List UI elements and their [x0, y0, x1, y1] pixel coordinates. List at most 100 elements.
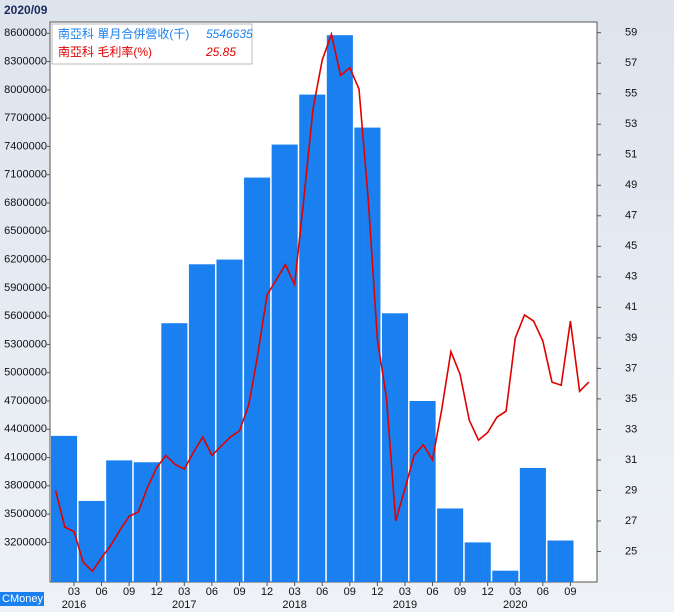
y2-tick-label: 57 [625, 57, 637, 69]
bar [51, 435, 61, 582]
bar [253, 177, 263, 583]
y2-tick-label: 37 [625, 362, 637, 374]
year-label: 2020 [503, 599, 527, 611]
bar [78, 500, 89, 582]
bar [188, 264, 199, 582]
bar [381, 313, 392, 582]
x-tick-label: 06 [95, 586, 107, 598]
bar [280, 144, 291, 582]
bar [501, 570, 511, 582]
bar [142, 462, 153, 582]
legend [51, 23, 253, 65]
chart-title: 2020/09 [4, 3, 48, 17]
bar [271, 144, 282, 582]
y-tick-label: 3500000 [4, 508, 47, 520]
bar [538, 467, 546, 582]
y-tick-label: 5000000 [4, 367, 47, 379]
bar [152, 462, 160, 582]
x-tick-label: 06 [426, 586, 438, 598]
y2-tick-label: 59 [625, 27, 637, 39]
y2-tick-label: 35 [625, 393, 637, 405]
bar [473, 542, 484, 582]
bar [565, 540, 574, 582]
bar [170, 323, 181, 582]
y2-tick-label: 29 [625, 484, 637, 496]
x-tick-label: 06 [316, 586, 328, 598]
bar [391, 313, 401, 582]
bar [124, 460, 133, 582]
y-tick-label: 4400000 [4, 423, 47, 435]
bar [400, 313, 409, 582]
bar [464, 542, 475, 582]
bar [510, 570, 519, 582]
bar [317, 94, 326, 582]
y-tick-label: 4100000 [4, 451, 47, 463]
legend-value: 5546635 [206, 27, 253, 41]
y2-tick-label: 31 [625, 454, 637, 466]
bar [483, 542, 491, 582]
y-tick-label: 8300000 [4, 56, 47, 68]
bar [299, 94, 309, 582]
year-label: 2017 [172, 599, 196, 611]
y-tick-label: 7400000 [4, 140, 47, 152]
bar [492, 570, 502, 582]
bar [409, 400, 420, 582]
bar [244, 177, 254, 583]
y2-tick-label: 39 [625, 332, 637, 344]
y-tick-label: 4700000 [4, 395, 47, 407]
legend-label: 南亞科 毛利率(%) [58, 44, 152, 59]
y2-tick-label: 53 [625, 118, 637, 130]
y-tick-label: 8600000 [4, 27, 47, 39]
legend-label: 南亞科 單月合併營收(千) [58, 26, 189, 41]
y2-tick-label: 51 [625, 149, 637, 161]
y-tick-label: 5900000 [4, 282, 47, 294]
y2-tick-label: 49 [625, 179, 637, 191]
y2-tick-label: 33 [625, 423, 637, 435]
y-tick-label: 6200000 [4, 253, 47, 265]
bar [106, 460, 116, 582]
bar [335, 35, 346, 582]
marks [51, 31, 590, 583]
bar [354, 127, 364, 582]
y-tick-label: 6500000 [4, 225, 47, 237]
x-tick-label: 03 [68, 586, 80, 598]
y-tick-label: 3800000 [4, 480, 47, 492]
y2-tick-label: 41 [625, 301, 637, 313]
y-tick-label: 5600000 [4, 310, 47, 322]
y-tick-label: 6800000 [4, 197, 47, 209]
y2-tick-label: 45 [625, 240, 637, 252]
x-tick-label: 09 [344, 586, 356, 598]
legend-value: 25.85 [205, 45, 236, 59]
bar [363, 127, 374, 582]
bar [326, 35, 337, 582]
x-tick-label: 12 [482, 586, 494, 598]
bar [60, 435, 70, 582]
bar [519, 467, 530, 582]
bar [418, 400, 429, 582]
bar [529, 467, 539, 582]
y2-tick-label: 55 [625, 88, 637, 100]
x-tick-label: 09 [123, 586, 135, 598]
x-tick-label: 12 [151, 586, 163, 598]
year-label: 2018 [282, 599, 306, 611]
watermark-box [0, 592, 44, 606]
year-label: 2016 [62, 599, 86, 611]
bar [372, 127, 381, 582]
x-tick-label: 03 [288, 586, 300, 598]
bar [207, 264, 215, 582]
bar [96, 500, 105, 582]
bar [216, 259, 226, 582]
x-tick-label: 03 [178, 586, 190, 598]
x-tick-label: 09 [454, 586, 466, 598]
bar [437, 508, 447, 582]
bar [427, 400, 436, 582]
bar [225, 259, 236, 582]
y2-tick-label: 47 [625, 210, 637, 222]
bar [308, 94, 318, 582]
bar [133, 462, 144, 582]
bar [161, 323, 171, 582]
bar [446, 508, 456, 582]
bar [115, 460, 125, 582]
bar [345, 35, 353, 582]
